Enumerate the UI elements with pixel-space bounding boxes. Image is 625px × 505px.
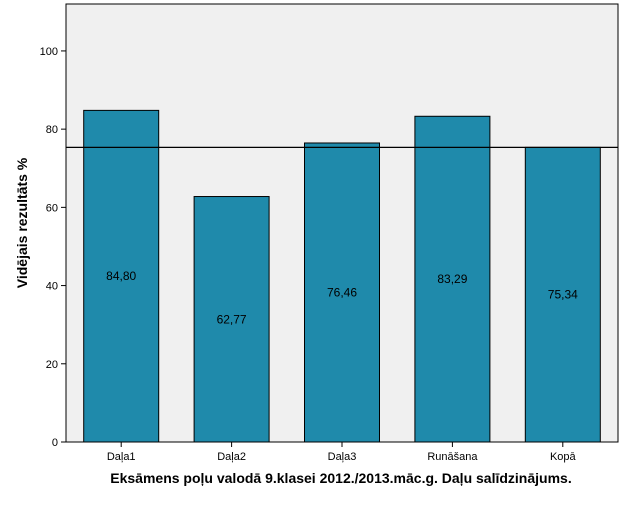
x-tick-label: Daļa1 [107,451,136,463]
y-tick-label: 80 [46,124,58,136]
bars: 84,80 62,77 76,46 83,29 75,34 [83,109,601,443]
bar [83,109,160,443]
y-tick-label: 100 [40,46,58,58]
y-tick-label: 60 [46,202,58,214]
y-axis-title: Vidējais rezultāts % [14,157,30,288]
x-tick-label: Daļa3 [328,451,357,463]
bar [304,142,380,443]
bar-value-label: 84,80 [106,269,136,283]
bar-value-label: 83,29 [437,272,467,286]
x-axis-title: Eksāmens poļu valodā 9.klasei 2012./2013… [110,470,571,486]
bar [193,196,270,443]
y-tick-label: 20 [46,359,58,371]
bar [414,115,491,443]
bar-value-label: 75,34 [548,288,578,302]
bar-value-label: 76,46 [327,285,357,299]
bar [524,146,601,443]
x-axis-ticks: Daļa1 Daļa2 Daļa3 Runāšana Kopā [107,442,577,463]
y-tick-label: 40 [46,281,58,293]
y-tick-label: 0 [52,437,58,449]
bar-value-label: 62,77 [217,312,247,326]
x-tick-label: Daļa2 [217,451,246,463]
y-axis-ticks: 0 20 40 60 80 100 [40,46,66,449]
x-tick-label: Kopā [550,451,577,463]
x-tick-label: Runāšana [427,451,478,463]
